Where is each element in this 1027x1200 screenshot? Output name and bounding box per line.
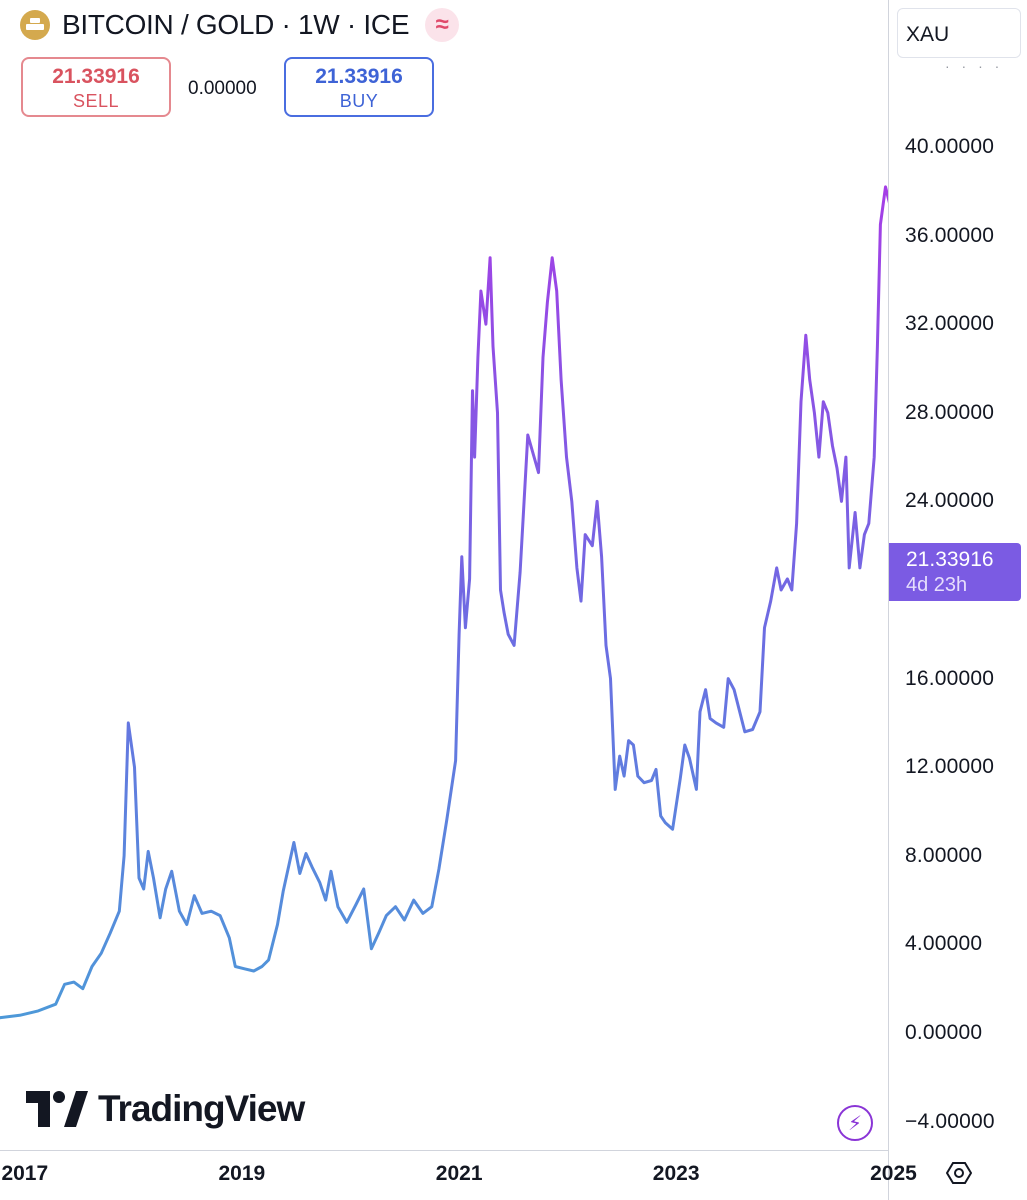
y-tick-label: 28.00000	[905, 400, 995, 424]
bar-countdown: 4d 23h	[906, 574, 968, 596]
price-chart[interactable]	[0, 0, 998, 1150]
gold-bars-icon	[20, 10, 50, 40]
symbol-title[interactable]: BITCOIN / GOLD · 1W · ICE	[62, 9, 410, 40]
x-tick-label: 2017	[1, 1162, 49, 1185]
tradingview-logo-text: TradingView	[98, 1088, 305, 1129]
y-tick-label: 40.00000	[905, 135, 995, 158]
last-price: 21.33916	[906, 548, 994, 571]
settings-icon[interactable]	[946, 1160, 972, 1186]
x-tick-label: 2019	[218, 1162, 266, 1185]
y-tick-label: −4.00000	[905, 1109, 995, 1133]
sell-price: 21.33916	[52, 65, 140, 88]
wave-icon[interactable]: ≈	[425, 8, 460, 42]
x-tick-label: 2021	[435, 1162, 483, 1185]
buy-label: BUY	[339, 91, 379, 111]
spread-value: 0.00000	[188, 78, 257, 99]
sell-button[interactable]: 21.33916 SELL	[21, 57, 171, 117]
buy-price: 21.33916	[315, 65, 403, 88]
price-series-line[interactable]	[0, 178, 991, 1025]
x-tick-label: 2025	[870, 1162, 917, 1185]
x-tick-label: 2023	[652, 1162, 700, 1185]
tradingview-logo[interactable]: TradingView	[26, 1088, 305, 1130]
lightning-icon[interactable]: ⚡	[837, 1105, 873, 1141]
time-axis-divider	[0, 1150, 888, 1151]
y-tick-label: 36.00000	[905, 223, 995, 247]
y-tick-label: 0.00000	[905, 1021, 983, 1044]
sell-label: SELL	[72, 91, 120, 111]
last-price-tag: 21.33916 4d 23h	[889, 543, 1021, 601]
y-tick-label: 32.00000	[905, 312, 995, 336]
axis-more-dots: · · · ·	[945, 58, 1004, 74]
buy-button[interactable]: 21.33916 BUY	[284, 57, 434, 117]
chart-header: BITCOIN / GOLD · 1W · ICE ≈	[20, 8, 460, 42]
tradingview-mark-icon	[26, 1091, 88, 1127]
y-tick-label: 4.00000	[905, 932, 983, 956]
y-tick-label: 8.00000	[905, 843, 983, 867]
price-axis-divider	[888, 0, 889, 1200]
currency-selector[interactable]: XAU	[897, 8, 1021, 58]
y-tick-label: 12.00000	[905, 755, 995, 779]
y-tick-label: 16.00000	[905, 666, 995, 690]
chart-area[interactable]	[0, 0, 998, 1150]
y-tick-label: 24.00000	[905, 489, 995, 513]
